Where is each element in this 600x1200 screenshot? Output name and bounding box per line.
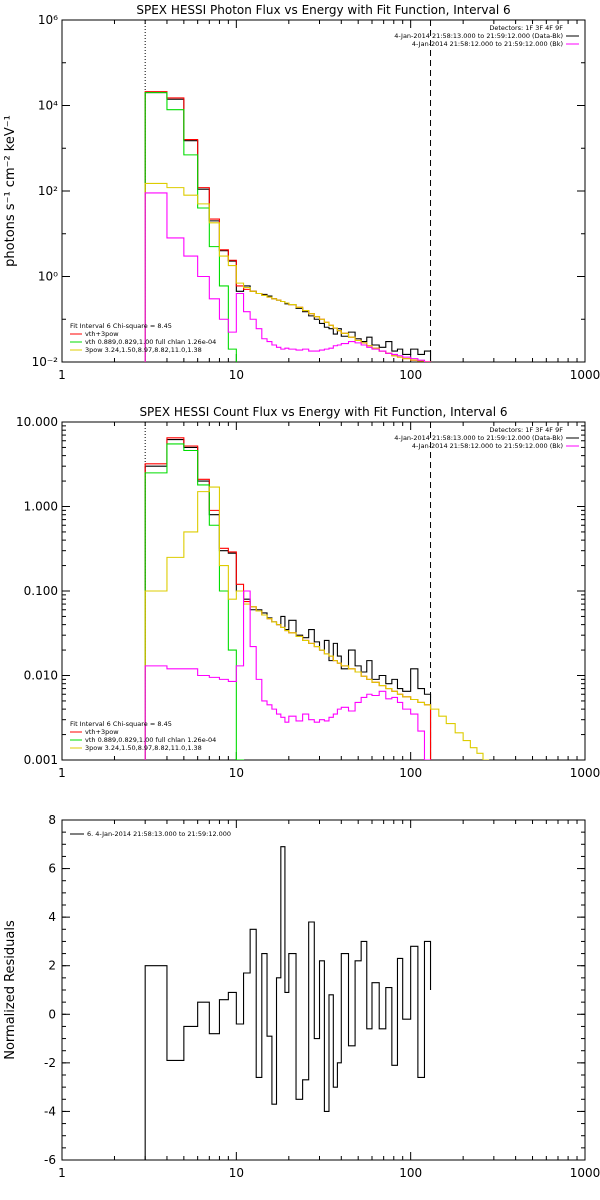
x-tick-label: 10 <box>229 1166 244 1180</box>
x-tick-label: 1 <box>58 368 66 382</box>
y-tick-label: 0.100 <box>24 584 58 598</box>
series-group <box>144 437 490 760</box>
y-tick-label: -6 <box>44 1153 56 1167</box>
x-tick-label: 10 <box>229 766 244 780</box>
series-group <box>144 91 432 362</box>
chart-panel-2: SPEX HESSI Count Flux vs Energy with Fit… <box>16 405 600 780</box>
series-line <box>144 438 432 760</box>
y-tick-label: 1.000 <box>24 500 58 514</box>
fit-legend-entry: vth+3pow <box>85 330 119 338</box>
x-tick-label: 1 <box>58 1166 66 1180</box>
legend-entry: 4-Jan-2014 21:58:12.000 to 21:59:12.000 … <box>412 40 563 48</box>
series-line <box>144 443 245 760</box>
chart-panel-3: 1 10 100 1000 -6 -4 -2 0 2 4 6 8 Normalized Residual… <box>3 813 600 1180</box>
chart-title: SPEX HESSI Photon Flux vs Energy with Fi… <box>136 3 510 17</box>
legend-entry: Detectors: 1F 3F 4F 9F <box>489 426 563 434</box>
series-line <box>144 182 432 362</box>
chart-title: SPEX HESSI Count Flux vs Energy with Fit… <box>139 405 507 419</box>
plot-frame <box>61 819 586 1161</box>
y-tick-label: 10⁴ <box>38 99 58 113</box>
fit-legend-title: Fit Interval 6 Chi-square = 8.45 <box>70 322 172 330</box>
y-tick-label: -4 <box>44 1104 56 1118</box>
series-line <box>144 92 237 362</box>
y-tick-label: 0.001 <box>24 753 58 767</box>
x-tick-label: 10 <box>229 368 244 382</box>
y-tick-label: 6 <box>48 862 56 876</box>
x-tick-label: 100 <box>399 368 422 382</box>
y-tick-label: 10⁻² <box>32 355 59 369</box>
x-tick-label: 100 <box>399 1166 422 1180</box>
plot-frame <box>61 19 586 363</box>
y-tick-label: -2 <box>44 1056 56 1070</box>
x-tick-label: 1000 <box>570 368 600 382</box>
series-line <box>144 590 432 760</box>
y-tick-label: 0 <box>48 1007 56 1021</box>
x-tick-label: 1 <box>58 766 66 780</box>
y-axis-label: photons s⁻¹ cm⁻² keV⁻¹ <box>3 115 18 267</box>
y-tick-label: 10² <box>38 184 58 198</box>
y-tick-label: 0.010 <box>24 669 58 683</box>
series-line <box>144 437 432 760</box>
series-group <box>144 846 432 1160</box>
series-line <box>144 92 432 362</box>
y-tick-label: 8 <box>48 813 56 827</box>
fit-legend-entry: 3pow 3.24,1.50,8.97,8.82,11.0,1.38 <box>85 346 202 354</box>
legend-entry: 4-Jan-2014 21:58:13.000 to 21:59:12.000 … <box>394 32 563 40</box>
fit-legend-entry: vth+3pow <box>85 728 119 736</box>
fit-legend-entry: vth 0.889,0.829,1.00 full chlan 1.26e-04 <box>85 338 216 346</box>
legend-entry: Detectors: 1F 3F 4F 9F <box>489 24 563 32</box>
x-tick-label: 1000 <box>570 766 600 780</box>
fit-legend-title: Fit Interval 6 Chi-square = 8.45 <box>70 720 172 728</box>
fit-legend-entry: 3pow 3.24,1.50,8.97,8.82,11.0,1.38 <box>85 744 202 752</box>
x-tick-label: 1000 <box>570 1166 600 1180</box>
y-tick-label: 4 <box>48 910 56 924</box>
legend-entry: 4-Jan-2014 21:58:12.000 to 21:59:12.000 … <box>412 442 563 450</box>
legend-entry: 6. 4-Jan-2014 21:58:13.000 to 21:59:12.0… <box>87 830 231 838</box>
plot-frame <box>61 421 586 761</box>
x-tick-label: 100 <box>399 766 422 780</box>
y-tick-label: 2 <box>48 959 56 973</box>
y-tick-label: 10⁰ <box>38 270 58 284</box>
y-tick-label: 10.000 <box>16 415 58 429</box>
y-axis-label: Normalized Residuals <box>3 920 18 1060</box>
series-line <box>144 192 432 362</box>
y-tick-label: 10⁶ <box>38 13 58 27</box>
fit-legend-entry: vth 0.889,0.829,1.00 full chlan 1.26e-04 <box>85 736 216 744</box>
chart-panel-1: SPEX HESSI Photon Flux vs Energy with Fi… <box>3 3 600 382</box>
legend-entry: 4-Jan-2014 21:58:13.000 to 21:59:12.000 … <box>394 434 563 442</box>
series-line <box>144 846 432 1160</box>
